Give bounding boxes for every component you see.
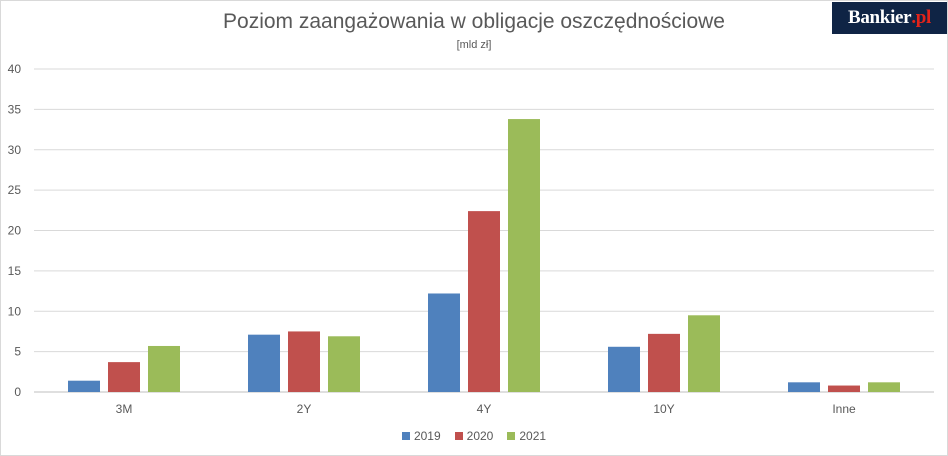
x-tick-label: 3M — [116, 402, 133, 416]
y-tick-label: 15 — [8, 264, 22, 278]
bar-2020-3m — [108, 362, 140, 392]
legend-item-2020: 2020 — [454, 429, 494, 443]
x-axis-ticks: 3M 2Y 4Y 10Y Inne — [116, 402, 856, 416]
y-tick-label: 0 — [14, 385, 21, 399]
y-tick-label: 25 — [8, 183, 22, 197]
legend-label: 2019 — [413, 429, 441, 443]
chart-title: Poziom zaangażowania w obligacje oszczęd… — [223, 10, 725, 33]
bars — [68, 119, 900, 392]
legend-item-2021: 2021 — [507, 429, 546, 443]
legend-item-2019: 2019 — [401, 429, 441, 443]
bar-2021-3m — [148, 345, 180, 392]
y-tick-label: 20 — [8, 224, 22, 238]
y-axis-ticks: 0 5 10 15 20 25 30 35 40 — [8, 62, 22, 399]
bar-2021-inne — [868, 382, 900, 392]
y-tick-label: 10 — [8, 304, 22, 318]
bar-2019-10y — [608, 346, 640, 392]
bar-2021-4y — [508, 119, 540, 392]
y-tick-label: 35 — [8, 102, 22, 116]
y-tick-label: 5 — [14, 345, 21, 359]
bar-2021-2y — [328, 336, 360, 392]
chart-legend: 2019 2020 2021 — [0, 429, 948, 443]
bar-2019-4y — [428, 293, 460, 392]
x-tick-label: 10Y — [653, 402, 674, 416]
legend-swatch — [507, 432, 516, 440]
x-tick-label: 2Y — [297, 402, 312, 416]
bar-2020-10y — [648, 333, 680, 392]
bar-2019-inne — [788, 382, 820, 392]
logo-accent-text: .pl — [911, 7, 932, 28]
logo-main-text: Bankier — [847, 7, 912, 28]
bankier-logo: Bankier .pl — [832, 2, 947, 34]
bar-2020-4y — [468, 211, 500, 392]
x-tick-label: Inne — [832, 402, 856, 416]
legend-label: 2020 — [466, 429, 494, 443]
bar-2019-2y — [248, 334, 280, 392]
bar-2020-inne — [828, 385, 860, 392]
bar-2019-3m — [68, 380, 100, 392]
x-tick-label: 4Y — [477, 402, 492, 416]
y-tick-label: 30 — [8, 143, 22, 157]
y-tick-label: 40 — [8, 62, 22, 76]
legend-swatch — [401, 432, 410, 440]
legend-swatch — [454, 432, 463, 440]
chart-subtitle: [mld zł] — [456, 39, 492, 51]
bar-2021-10y — [688, 315, 720, 392]
bar-2020-2y — [288, 331, 320, 392]
legend-label: 2021 — [519, 429, 547, 443]
